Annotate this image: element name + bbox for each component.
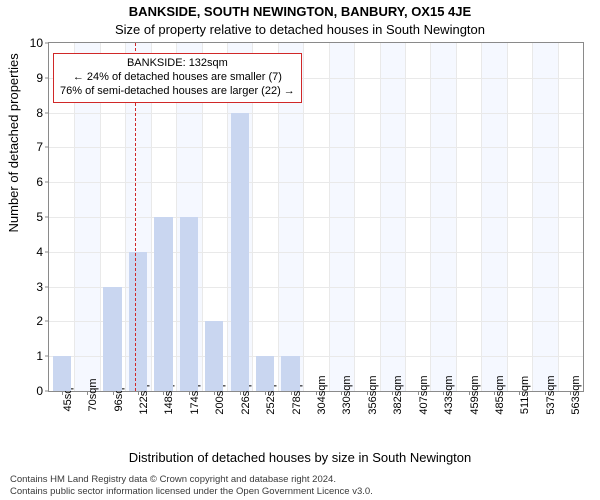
x-tick-label: 356sqm — [367, 375, 379, 414]
plot-area: 01234567891045sqm70sqm96sqm122sqm148sqm1… — [48, 42, 584, 392]
y-tick-label: 2 — [17, 314, 43, 328]
y-tick-mark — [45, 77, 49, 78]
attribution-text: Contains HM Land Registry data © Crown c… — [10, 474, 373, 497]
gridline-horizontal — [49, 113, 583, 114]
gridline-vertical — [303, 43, 304, 391]
attribution-line-2: Contains public sector information licen… — [10, 486, 373, 497]
annotation-box: BANKSIDE: 132sqm← 24% of detached houses… — [53, 53, 302, 102]
x-tick-label: 304sqm — [316, 375, 328, 414]
gridline-horizontal — [49, 182, 583, 183]
gridline-vertical — [481, 43, 482, 391]
y-tick-label: 1 — [17, 349, 43, 363]
y-tick-label: 8 — [17, 106, 43, 120]
y-tick-mark — [45, 391, 49, 392]
y-tick-mark — [45, 251, 49, 252]
histogram-bar — [256, 356, 274, 391]
x-tick-label: 382sqm — [392, 375, 404, 414]
y-tick-label: 10 — [17, 36, 43, 50]
x-tick-label: 330sqm — [341, 375, 353, 414]
histogram-bar — [53, 356, 71, 391]
histogram-bar — [180, 217, 198, 391]
annotation-line-3: 76% of semi-detached houses are larger (… — [60, 85, 295, 99]
y-tick-mark — [45, 321, 49, 322]
annotation-line-1: BANKSIDE: 132sqm — [60, 57, 295, 71]
x-tick-label: 563sqm — [570, 375, 582, 414]
gridline-vertical — [329, 43, 330, 391]
gridline-horizontal — [49, 147, 583, 148]
y-tick-mark — [45, 286, 49, 287]
x-tick-label: 485sqm — [494, 375, 506, 414]
y-tick-label: 4 — [17, 245, 43, 259]
y-tick-label: 6 — [17, 175, 43, 189]
y-tick-mark — [45, 182, 49, 183]
histogram-bar — [231, 113, 249, 391]
histogram-bar — [205, 321, 223, 391]
y-tick-label: 7 — [17, 140, 43, 154]
y-tick-mark — [45, 147, 49, 148]
y-tick-label: 3 — [17, 280, 43, 294]
chart-subtitle: Size of property relative to detached ho… — [0, 22, 600, 37]
x-tick-label: 433sqm — [443, 375, 455, 414]
gridline-vertical — [507, 43, 508, 391]
attribution-line-1: Contains HM Land Registry data © Crown c… — [10, 474, 373, 485]
x-tick-label: 70sqm — [87, 378, 99, 411]
y-tick-mark — [45, 356, 49, 357]
gridline-vertical — [430, 43, 431, 391]
histogram-bar — [154, 217, 172, 391]
x-tick-label: 407sqm — [418, 375, 430, 414]
gridline-vertical — [532, 43, 533, 391]
x-tick-label: 459sqm — [469, 375, 481, 414]
gridline-vertical — [456, 43, 457, 391]
y-tick-label: 9 — [17, 71, 43, 85]
gridline-vertical — [354, 43, 355, 391]
y-tick-label: 0 — [17, 384, 43, 398]
x-tick-label: 511sqm — [519, 376, 531, 414]
gridline-horizontal — [49, 217, 583, 218]
gridline-vertical — [380, 43, 381, 391]
histogram-bar — [129, 252, 147, 391]
y-tick-label: 5 — [17, 210, 43, 224]
x-axis-label: Distribution of detached houses by size … — [0, 450, 600, 465]
histogram-bar — [281, 356, 299, 391]
y-tick-mark — [45, 112, 49, 113]
histogram-bar — [103, 287, 121, 391]
chart-title: BANKSIDE, SOUTH NEWINGTON, BANBURY, OX15… — [0, 4, 600, 19]
y-tick-mark — [45, 217, 49, 218]
gridline-vertical — [558, 43, 559, 391]
y-tick-mark — [45, 43, 49, 44]
x-tick-label: 537sqm — [545, 375, 557, 414]
gridline-vertical — [405, 43, 406, 391]
annotation-line-2: ← 24% of detached houses are smaller (7) — [60, 71, 295, 85]
